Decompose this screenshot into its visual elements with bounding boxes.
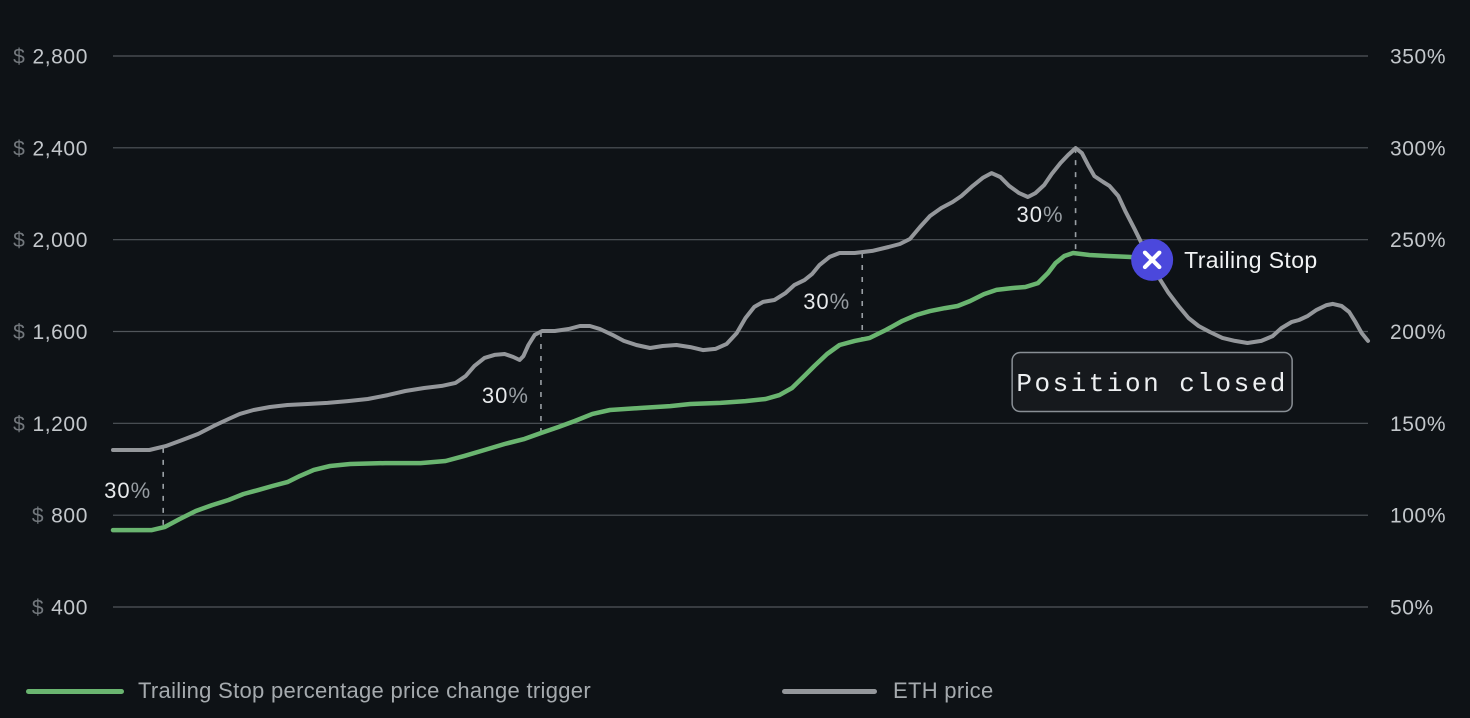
trailing-stop-marker[interactable]: Trailing Stop [1131,238,1317,281]
trailing-stop-line [110,250,1152,533]
y-axis-left-tick-label: $400 [32,597,88,620]
position-closed-label: Position closed [1016,369,1288,399]
y-axis-right-tick-label: 250% [1390,229,1446,252]
trigger-percent-label: 30% [104,478,151,503]
trigger-percent-label: 30% [482,383,529,408]
legend-swatch-eth-price [782,688,877,694]
position-closed-box [1011,351,1293,413]
y-axis-left-tick-label: $2,000 [13,229,88,252]
trigger-percent-label: 30% [803,289,850,314]
y-axis-left-tick-label: $1,200 [13,413,88,436]
legend-swatch-trailing-stop [26,688,124,694]
legend-item-trailing-stop[interactable]: Trailing Stop percentage price change tr… [26,676,591,706]
y-axis-left-tick-label: $2,400 [13,137,88,160]
y-axis-right-tick-label: 100% [1390,505,1446,528]
y-axis-right-tick-label: 150% [1390,413,1446,436]
y-axis-right-tick-label: 300% [1390,137,1446,160]
trailing-stop-label: Trailing Stop [1184,247,1317,273]
legend-item-eth-price[interactable]: ETH price [782,676,994,706]
y-axis-left-tick-label: $1,600 [13,321,88,344]
y-axis-left: $2,800 $ 2,400 $ 2,000 $ 1,600 $ 1,200 $ 800 $ 400 [13,46,88,620]
y-axis-right: 350% 300% 250% 200% 150% 100% 50% [1390,46,1446,620]
y-axis-right-tick-label: 50% [1390,597,1434,620]
series-lines [110,146,1370,533]
eth-price-line [111,146,1370,452]
gridlines [113,55,1368,608]
legend-label-eth-price: ETH price [893,678,994,703]
trigger-percent-label: 30% [1017,202,1064,227]
y-axis-left-tick-label: $2,800 [13,46,88,69]
legend-label-trailing-stop: Trailing Stop percentage price change tr… [138,678,591,703]
trigger-markers: 30% 30% 30% 30% [104,148,1077,528]
y-axis-right-tick-label: 350% [1390,46,1446,69]
y-axis-right-tick-label: 200% [1390,321,1446,344]
position-closed-callout: Position closed [1011,351,1293,413]
legend: Trailing Stop percentage price change tr… [0,676,1470,706]
y-axis-left-tick-label: $800 [32,505,88,528]
x-icon [1142,250,1162,270]
